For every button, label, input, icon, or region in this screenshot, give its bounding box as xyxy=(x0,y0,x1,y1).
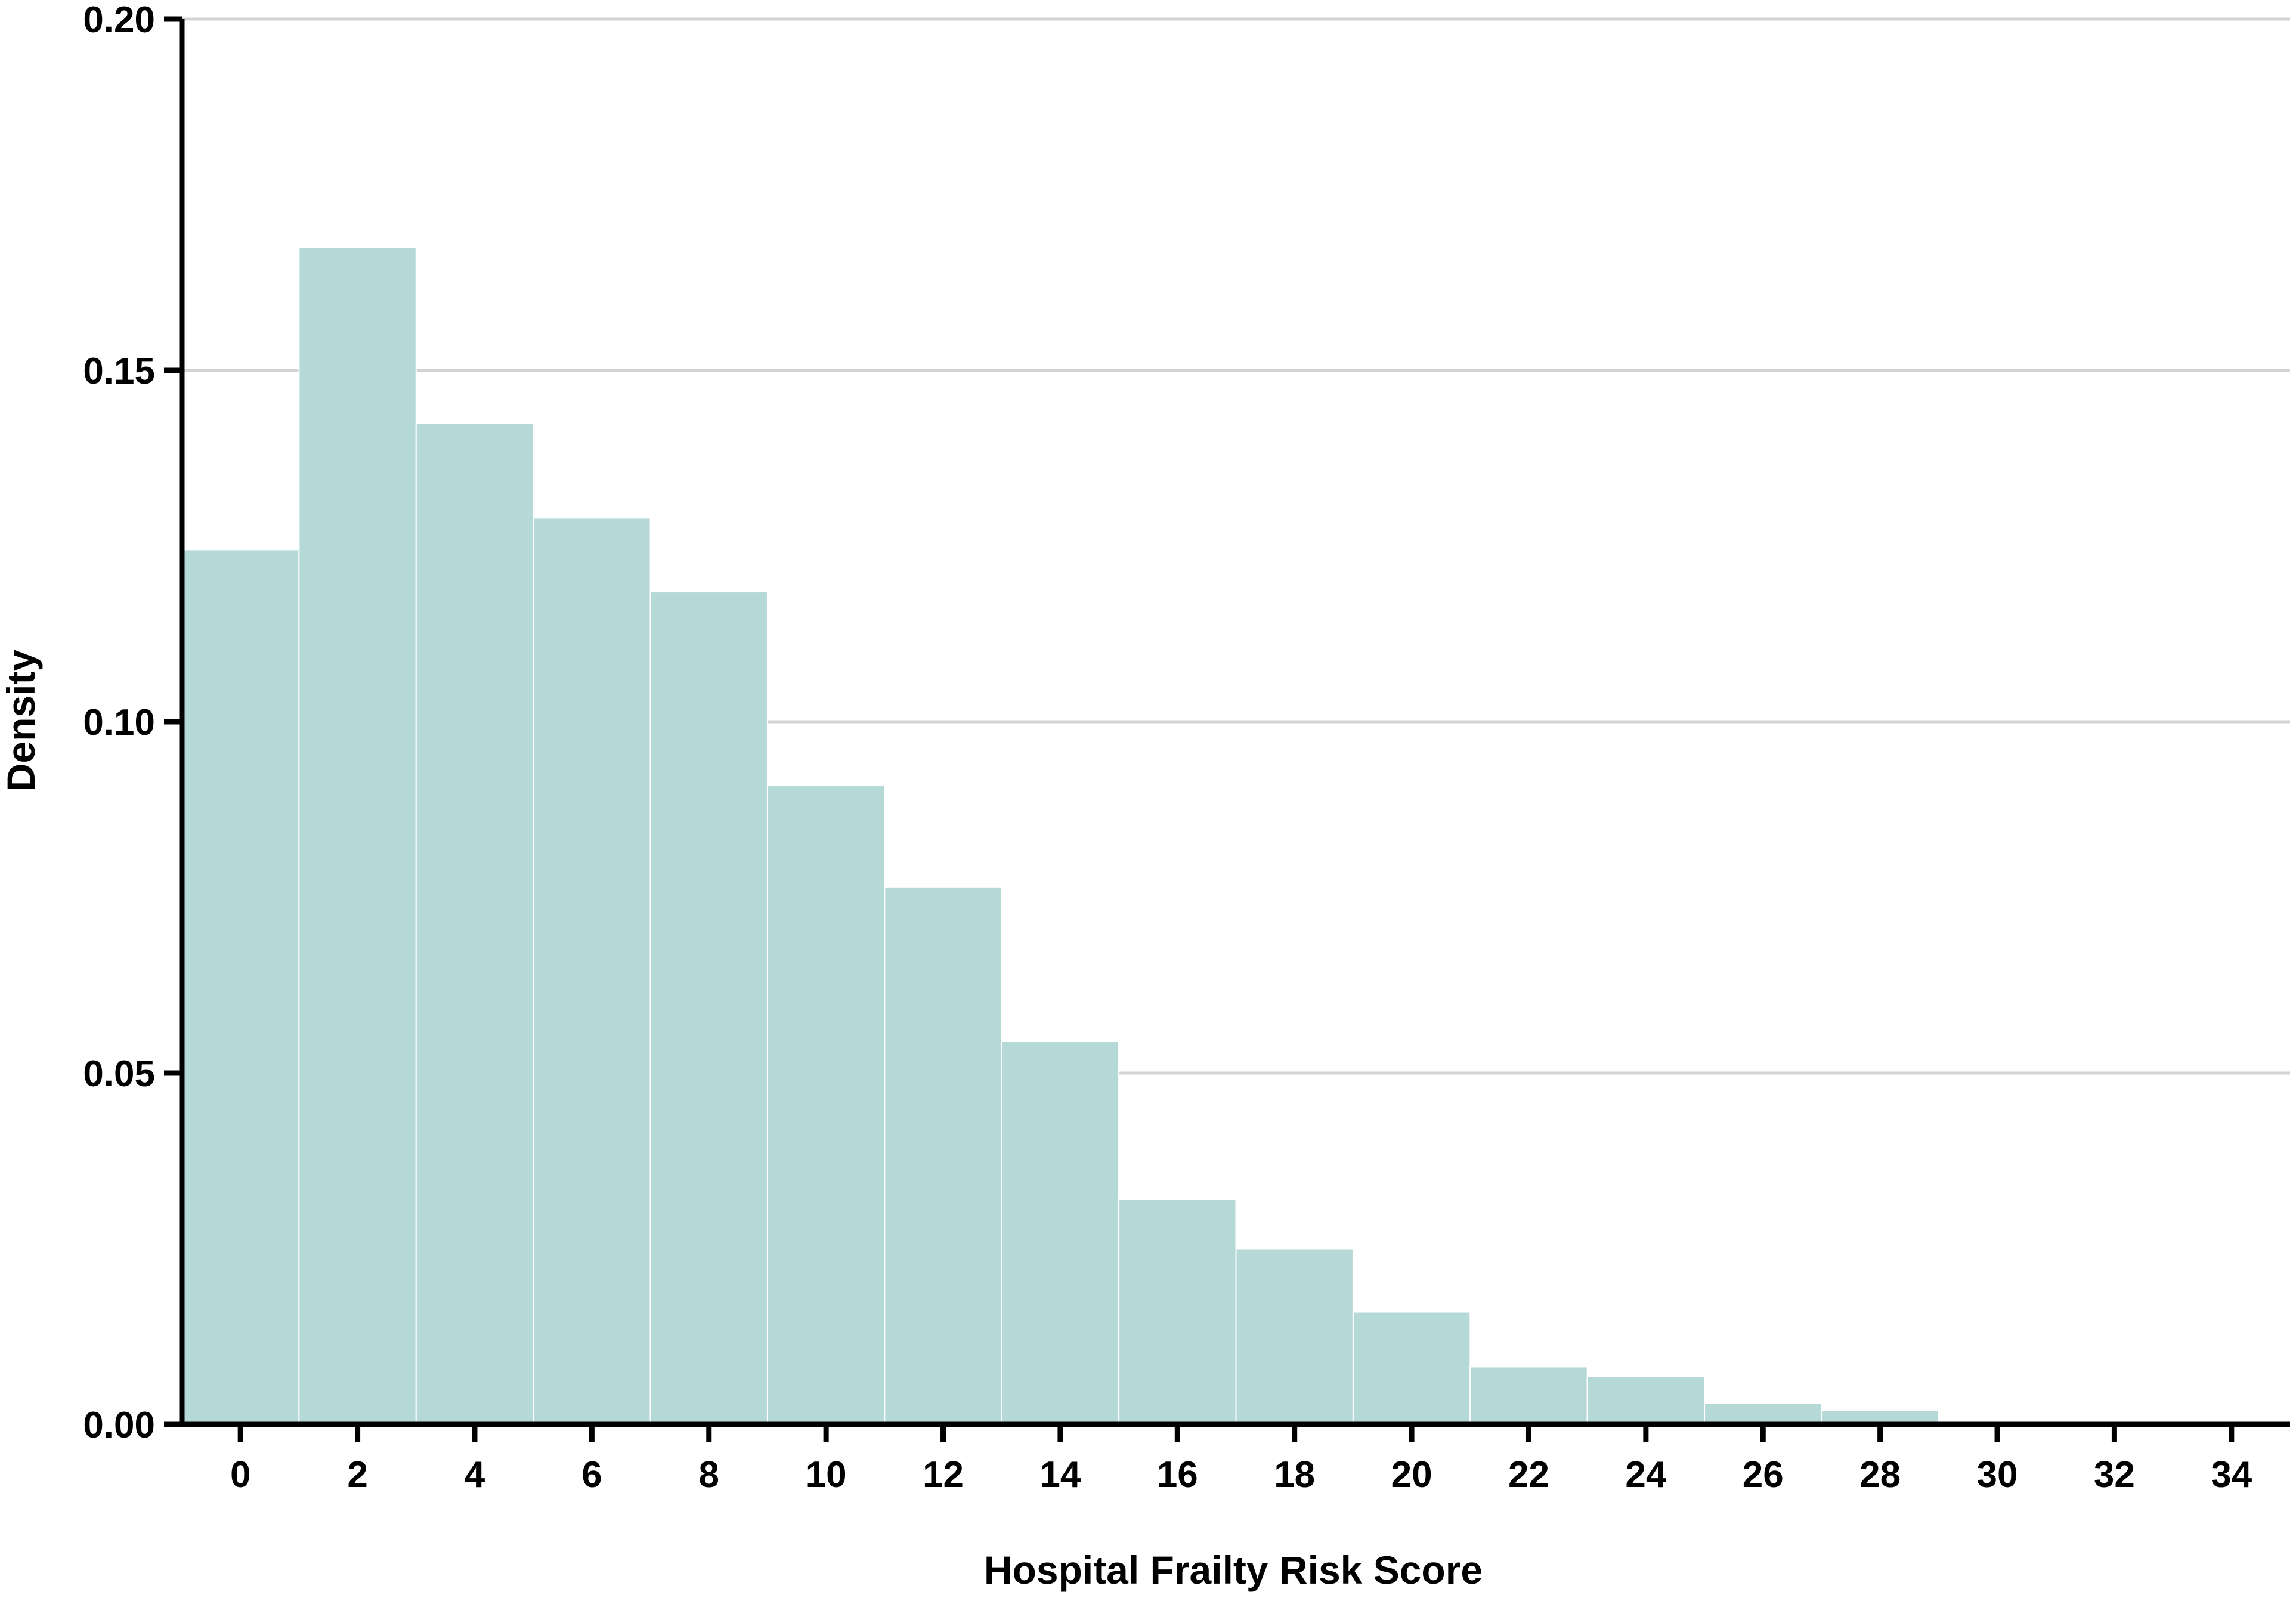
histogram-bar-14 xyxy=(1001,1040,1120,1425)
histogram-bar-8 xyxy=(649,591,768,1426)
x-tick-label-6: 12 xyxy=(923,1454,964,1495)
histogram-bars xyxy=(181,246,1939,1426)
histogram-bar-20 xyxy=(1352,1311,1471,1426)
y-tick-label-1: 0.05 xyxy=(83,1053,155,1095)
x-tick-label-13: 26 xyxy=(1743,1454,1784,1495)
histogram-bar-26 xyxy=(1704,1402,1822,1425)
x-axis-title: Hospital Frailty Risk Score xyxy=(984,1548,1483,1592)
histogram-bar-0 xyxy=(181,549,300,1425)
y-tick-label-4: 0.20 xyxy=(83,0,155,41)
axes xyxy=(164,16,2290,1442)
histogram-bar-10 xyxy=(766,784,886,1425)
histogram-bar-2 xyxy=(298,246,417,1426)
histogram-bar-4 xyxy=(415,422,534,1425)
x-tick-label-16: 32 xyxy=(2094,1454,2135,1495)
x-tick-label-10: 20 xyxy=(1391,1454,1432,1495)
y-tick-label-3: 0.15 xyxy=(83,351,155,392)
x-tick-label-3: 6 xyxy=(581,1454,602,1495)
x-tick-label-2: 4 xyxy=(465,1454,485,1495)
y-axis-title: Density xyxy=(0,650,43,792)
histogram-bar-18 xyxy=(1235,1248,1354,1425)
histogram-bar-24 xyxy=(1586,1376,1706,1425)
x-tick-label-12: 24 xyxy=(1625,1454,1666,1495)
y-tick-label-2: 0.10 xyxy=(83,702,155,743)
x-tick-label-9: 18 xyxy=(1274,1454,1315,1495)
histogram-bar-6 xyxy=(533,517,651,1425)
x-tick-label-11: 22 xyxy=(1508,1454,1549,1495)
x-tick-label-1: 2 xyxy=(347,1454,367,1495)
x-tick-labels: 0 2 4 6 8 10 12 14 16 18 20 22 24 26 28 30 32 34 xyxy=(230,1454,2252,1495)
x-tick-label-8: 16 xyxy=(1157,1454,1198,1495)
x-tick-label-14: 28 xyxy=(1859,1454,1901,1495)
y-tick-labels: 0.00 0.05 0.10 0.15 0.20 xyxy=(83,0,155,1446)
histogram-bar-16 xyxy=(1118,1199,1237,1426)
x-tick-label-15: 30 xyxy=(1977,1454,2018,1495)
x-tick-label-0: 0 xyxy=(230,1454,250,1495)
histogram-bar-22 xyxy=(1469,1366,1588,1426)
x-tick-label-7: 14 xyxy=(1039,1454,1081,1495)
histogram-bar-12 xyxy=(884,886,1002,1425)
x-tick-label-4: 8 xyxy=(699,1454,719,1495)
x-tick-label-5: 10 xyxy=(806,1454,847,1495)
y-tick-label-0: 0.00 xyxy=(83,1405,155,1446)
x-tick-label-17: 34 xyxy=(2211,1454,2252,1495)
